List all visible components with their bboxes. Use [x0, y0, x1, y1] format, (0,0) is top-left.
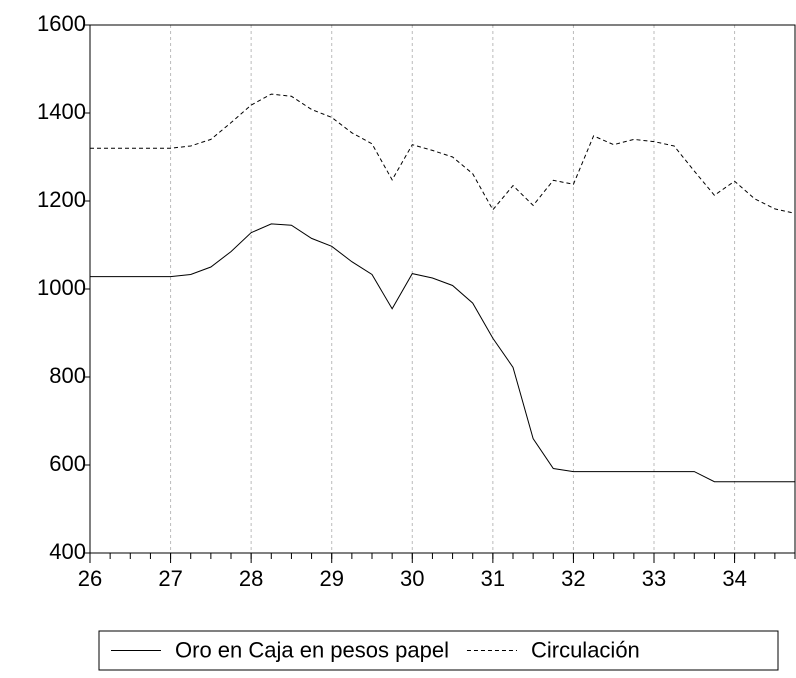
x-tick-label: 28 — [239, 566, 263, 591]
y-tick-label: 400 — [49, 539, 86, 564]
x-tick-label: 26 — [78, 566, 102, 591]
legend-label: Circulación — [531, 637, 640, 662]
y-tick-label: 1400 — [37, 99, 86, 124]
legend-box — [98, 630, 779, 671]
series-line — [90, 223, 795, 483]
x-tick-label: 34 — [722, 566, 746, 591]
legend-label: Oro en Caja en pesos papel — [175, 637, 449, 662]
x-tick-label: 30 — [400, 566, 424, 591]
plot-frame — [89, 24, 796, 554]
y-tick-label: 800 — [49, 363, 86, 388]
x-tick-label: 31 — [481, 566, 505, 591]
x-tick-label: 32 — [561, 566, 585, 591]
series-line — [90, 93, 796, 214]
x-tick-label: 27 — [158, 566, 182, 591]
y-tick-label: 1600 — [37, 11, 86, 36]
y-tick-label: 600 — [49, 451, 86, 476]
y-tick-label: 1200 — [37, 187, 86, 212]
x-tick-label: 29 — [319, 566, 343, 591]
y-tick-label: 1000 — [37, 275, 86, 300]
x-tick-label: 33 — [642, 566, 666, 591]
